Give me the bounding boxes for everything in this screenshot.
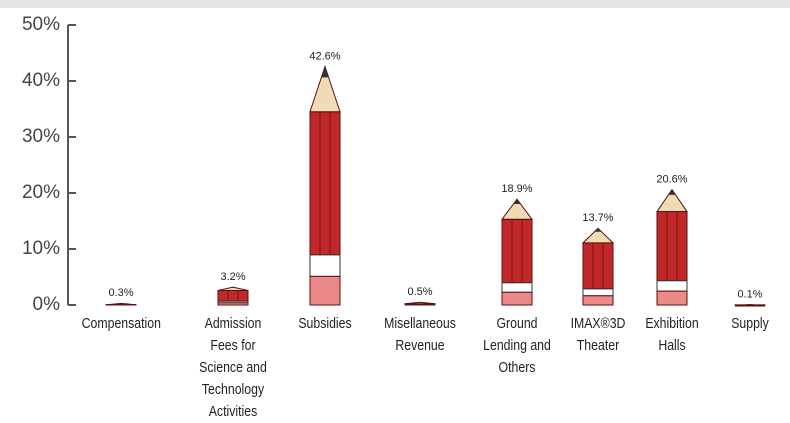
- value-label: 18.9%: [501, 183, 532, 195]
- x-tick-label: Ground Lending and Others: [478, 313, 557, 379]
- x-tick-label: Exhibition Halls: [633, 313, 712, 357]
- pencil-body: [583, 243, 613, 289]
- x-tick-label: IMAX®3D Theater: [559, 313, 638, 357]
- y-tick-label: 40%: [22, 70, 60, 91]
- pencil-bar: [218, 287, 248, 305]
- value-label: 0.3%: [108, 287, 133, 299]
- value-label: 0.1%: [737, 288, 762, 300]
- pencil-band: [310, 255, 340, 276]
- pencil-bar: [502, 199, 532, 305]
- value-label: 0.5%: [407, 286, 432, 298]
- pencil-bar: [583, 228, 613, 305]
- y-tick-label: 10%: [22, 238, 60, 259]
- pencil-band: [502, 283, 532, 293]
- pencil-body: [218, 290, 248, 301]
- value-label: 42.6%: [309, 50, 340, 62]
- value-label: 13.7%: [582, 212, 613, 224]
- pencil-eraser: [502, 292, 532, 305]
- pencil-bar: [405, 302, 435, 305]
- y-tick-label: 0%: [33, 294, 61, 315]
- pencil-body: [502, 219, 532, 283]
- value-label: 3.2%: [220, 271, 245, 283]
- pencil-lead: [594, 228, 601, 231]
- x-tick-label: Supply: [711, 313, 790, 335]
- pencil-bar: [735, 304, 765, 306]
- pencil-band: [583, 289, 613, 296]
- pencil-body: [310, 112, 340, 255]
- pencil-eraser: [310, 276, 340, 305]
- top-band: [0, 0, 790, 8]
- x-tick-label: Admission Fees for Science and Technolog…: [194, 313, 273, 423]
- pencil-body: [657, 212, 687, 281]
- x-tick-label: Compensation: [82, 313, 161, 335]
- pencil-eraser: [657, 291, 687, 305]
- pencil-bar: [106, 303, 136, 305]
- pencil-lead: [321, 66, 328, 77]
- pencil-lead: [668, 190, 675, 195]
- pencil-eraser: [218, 303, 248, 305]
- page: {"chart_data": {"type": "pencil-bar", "c…: [0, 0, 790, 396]
- x-tick-label: Subsidies: [286, 313, 365, 335]
- y-tick-label: 50%: [22, 14, 60, 35]
- y-tick-label: 20%: [22, 182, 60, 203]
- pencil-lead: [513, 199, 520, 204]
- x-tick-label: Misellaneous Revenue: [381, 313, 460, 357]
- pencil-eraser: [583, 296, 613, 305]
- y-tick-label: 30%: [22, 126, 60, 147]
- pencil-bar: [657, 190, 687, 305]
- pencil-bar: [310, 66, 340, 305]
- pencil-band: [657, 281, 687, 291]
- value-label: 20.6%: [656, 174, 687, 186]
